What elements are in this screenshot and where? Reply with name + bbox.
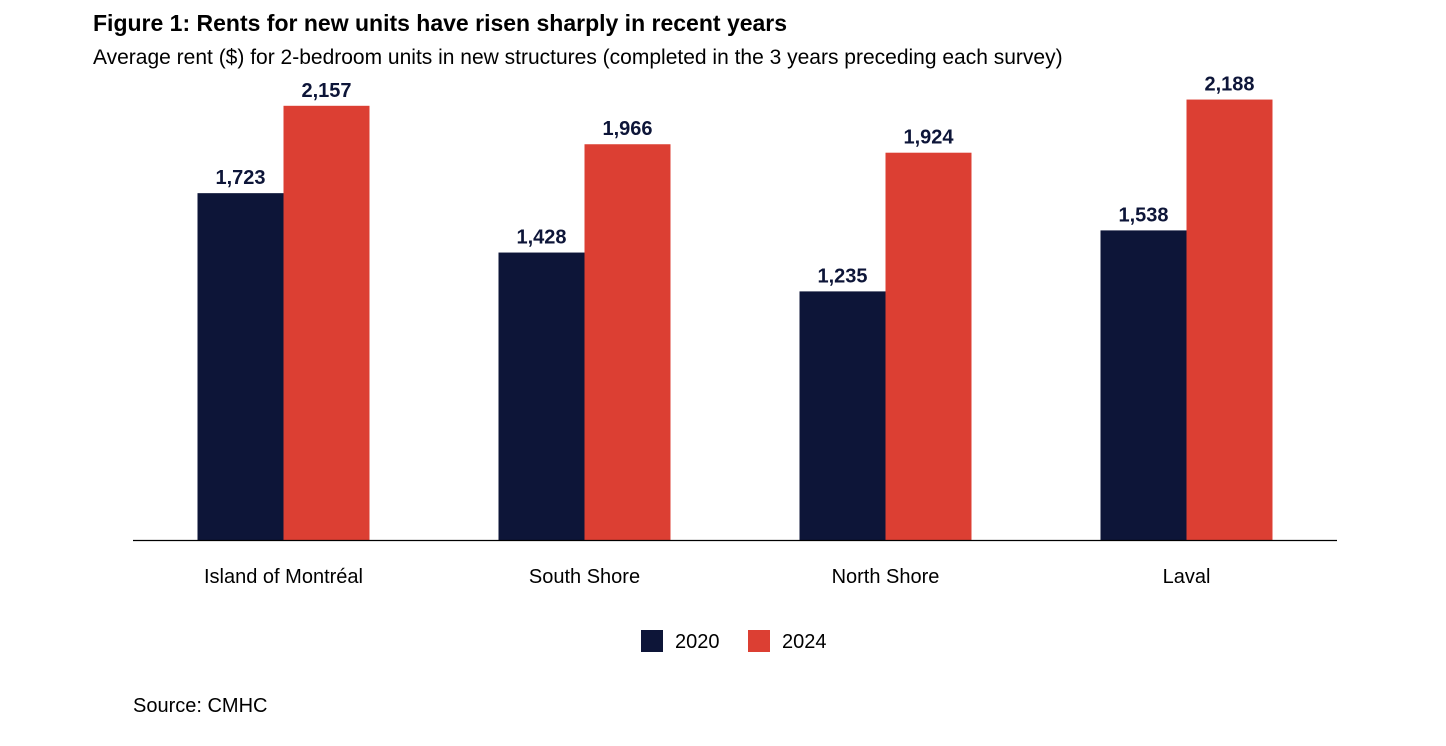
bar-2020-2	[799, 291, 886, 540]
data-label-2020-3: 1,538	[1118, 204, 1168, 226]
data-label-2024-3: 2,188	[1204, 74, 1254, 96]
data-label-2024-0: 2,157	[301, 80, 351, 102]
data-label-2020-0: 1,723	[215, 167, 265, 189]
category-label: Island of Montréal	[204, 566, 363, 588]
category-label: Laval	[1163, 566, 1211, 588]
category-label: North Shore	[832, 566, 940, 588]
bar-2024-0	[283, 105, 370, 540]
bar-2024-1	[584, 144, 671, 540]
legend-label-2020: 2020	[675, 631, 720, 653]
bar-2020-3	[1100, 230, 1187, 540]
data-label-2024-1: 1,966	[602, 118, 652, 140]
bar-2024-3	[1186, 99, 1273, 540]
chart-subtitle: Average rent ($) for 2-bedroom units in …	[93, 46, 1063, 69]
source-note: Source: CMHC	[133, 695, 268, 717]
bar-chart: 1,723 2,157 Island of Montréal 1,428 1,966 So…	[133, 74, 1337, 653]
bar-2020-1	[498, 252, 585, 541]
category-label: South Shore	[529, 566, 640, 588]
data-label-2024-2: 1,924	[903, 127, 954, 149]
chart-title: Figure 1: Rents for new units have risen…	[93, 10, 788, 36]
legend-label-2024: 2024	[782, 631, 827, 653]
bar-2024-2	[885, 152, 972, 541]
bar-2020-0	[197, 193, 284, 540]
data-label-2020-1: 1,428	[516, 227, 566, 249]
data-label-2020-2: 1,235	[817, 265, 867, 287]
legend-swatch-2020	[641, 630, 663, 652]
legend-swatch-2024	[748, 630, 770, 652]
